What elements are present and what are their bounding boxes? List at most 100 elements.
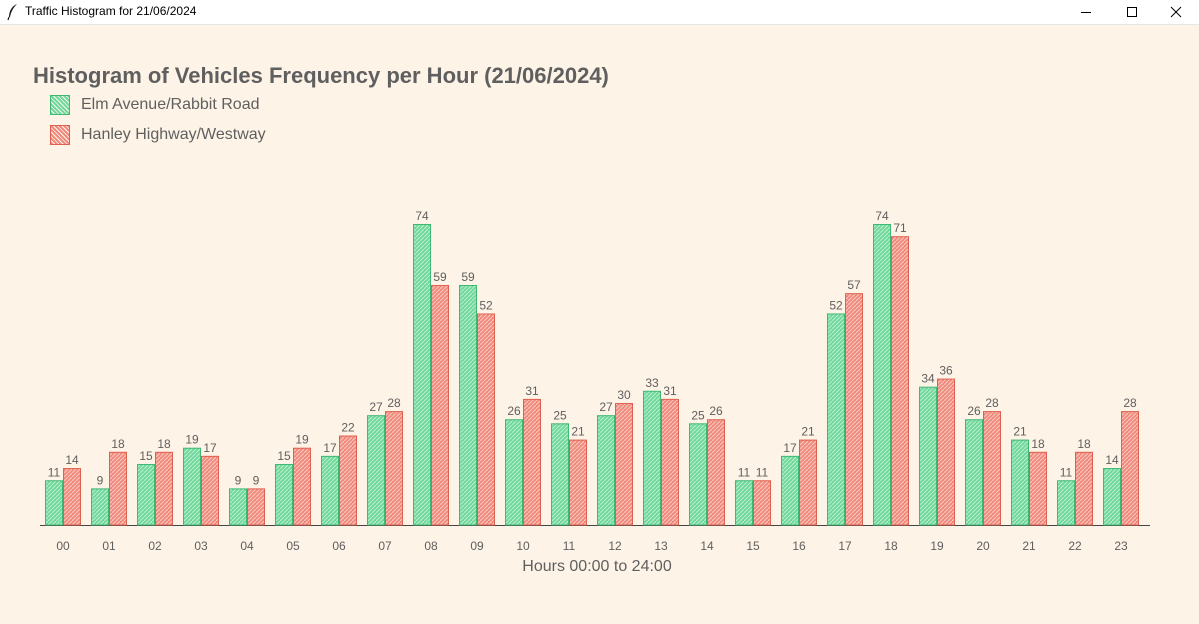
x-tick-label: 07 [378, 539, 392, 553]
x-tick-label: 03 [194, 539, 208, 553]
data-label: 9 [253, 473, 260, 487]
data-label: 18 [1077, 437, 1091, 451]
bar-hanley-highway-01 [109, 451, 127, 526]
data-label: 36 [939, 364, 953, 378]
bar-elm-avenue-09 [459, 285, 477, 526]
data-label: 28 [1123, 396, 1137, 410]
window-title: Traffic Histogram for 21/06/2024 [25, 4, 197, 18]
bar-hanley-highway-15 [753, 480, 771, 526]
x-tick-label: 14 [700, 539, 714, 553]
data-label: 74 [875, 209, 889, 223]
data-label: 71 [893, 221, 907, 235]
data-label: 18 [111, 437, 125, 451]
bar-elm-avenue-21 [1011, 439, 1029, 526]
bar-elm-avenue-00 [45, 480, 63, 526]
bar-elm-avenue-16 [781, 455, 799, 526]
bar-hanley-highway-18 [891, 236, 909, 526]
x-tick-label: 20 [976, 539, 990, 553]
x-tick-label: 02 [148, 539, 162, 553]
bar-hanley-highway-16 [799, 439, 817, 526]
bar-elm-avenue-23 [1103, 468, 1121, 526]
maximize-button[interactable] [1109, 0, 1155, 24]
data-label: 21 [571, 425, 585, 439]
x-tick-label: 23 [1114, 539, 1128, 553]
x-tick-label: 15 [746, 539, 760, 553]
data-label: 18 [1031, 437, 1045, 451]
data-label: 9 [235, 473, 242, 487]
legend-label-hanley-highway: Hanley Highway/Westway [81, 126, 266, 143]
data-label: 52 [479, 298, 493, 312]
data-label: 30 [617, 388, 631, 402]
data-label: 26 [709, 404, 723, 418]
data-label: 74 [415, 209, 429, 223]
bar-elm-avenue-13 [643, 390, 661, 526]
data-label: 17 [203, 441, 217, 455]
bar-hanley-highway-09 [477, 313, 495, 526]
bar-elm-avenue-04 [229, 488, 247, 526]
data-label: 26 [967, 404, 981, 418]
x-tick-label: 05 [286, 539, 300, 553]
data-label: 52 [829, 298, 843, 312]
bar-hanley-highway-12 [615, 402, 633, 526]
bar-hanley-highway-04 [247, 488, 265, 526]
bar-hanley-highway-03 [201, 455, 219, 526]
bar-elm-avenue-01 [91, 488, 109, 526]
bar-hanley-highway-23 [1121, 411, 1139, 526]
data-label: 14 [65, 453, 79, 467]
bar-elm-avenue-06 [321, 455, 339, 526]
x-axis-label: Hours 00:00 to 24:00 [522, 558, 672, 575]
x-tick-label: 16 [792, 539, 806, 553]
data-label: 15 [139, 449, 153, 463]
x-tick-label: 19 [930, 539, 944, 553]
data-label: 22 [341, 421, 355, 435]
x-tick-label: 13 [654, 539, 668, 553]
data-label: 28 [387, 396, 401, 410]
bar-hanley-highway-11 [569, 439, 587, 526]
data-label: 31 [663, 384, 677, 398]
data-label: 15 [277, 449, 291, 463]
close-icon [1170, 3, 1182, 22]
data-label: 27 [369, 400, 383, 414]
x-tick-label: 22 [1068, 539, 1082, 553]
data-label: 25 [691, 408, 705, 422]
data-label: 27 [599, 400, 613, 414]
x-tick-label: 01 [102, 539, 116, 553]
maximize-icon [1126, 3, 1138, 22]
close-button[interactable] [1153, 0, 1199, 24]
bar-elm-avenue-02 [137, 463, 155, 526]
legend-item-elm-avenue: Elm Avenue/Rabbit Road [50, 94, 259, 116]
bar-elm-avenue-11 [551, 423, 569, 526]
chart-title: Histogram of Vehicles Frequency per Hour… [33, 63, 609, 88]
minimize-button[interactable] [1063, 0, 1109, 24]
data-label: 33 [645, 376, 659, 390]
bar-elm-avenue-07 [367, 415, 385, 526]
data-label: 9 [97, 473, 104, 487]
bar-hanley-highway-22 [1075, 451, 1093, 526]
bar-hanley-highway-06 [339, 435, 357, 526]
bar-elm-avenue-14 [689, 423, 707, 526]
bar-elm-avenue-08 [413, 224, 431, 526]
data-label: 14 [1105, 453, 1119, 467]
bar-hanley-highway-13 [661, 398, 679, 526]
bar-elm-avenue-03 [183, 447, 201, 526]
bar-elm-avenue-15 [735, 480, 753, 526]
data-label: 19 [185, 433, 199, 447]
bar-hanley-highway-00 [63, 468, 81, 526]
bar-hanley-highway-02 [155, 451, 173, 526]
bar-hanley-highway-05 [293, 447, 311, 526]
bar-hanley-highway-14 [707, 419, 725, 526]
data-label: 19 [295, 433, 309, 447]
bar-hanley-highway-19 [937, 378, 955, 526]
feather-icon [6, 3, 20, 21]
data-label: 11 [738, 465, 751, 479]
data-label: 11 [756, 465, 769, 479]
data-label: 59 [433, 270, 447, 284]
x-tick-label: 17 [838, 539, 852, 553]
data-label: 34 [921, 372, 935, 386]
bar-elm-avenue-18 [873, 224, 891, 526]
bar-hanley-highway-21 [1029, 451, 1047, 526]
x-tick-label: 00 [56, 539, 70, 553]
x-tick-label: 09 [470, 539, 484, 553]
bar-elm-avenue-17 [827, 313, 845, 526]
